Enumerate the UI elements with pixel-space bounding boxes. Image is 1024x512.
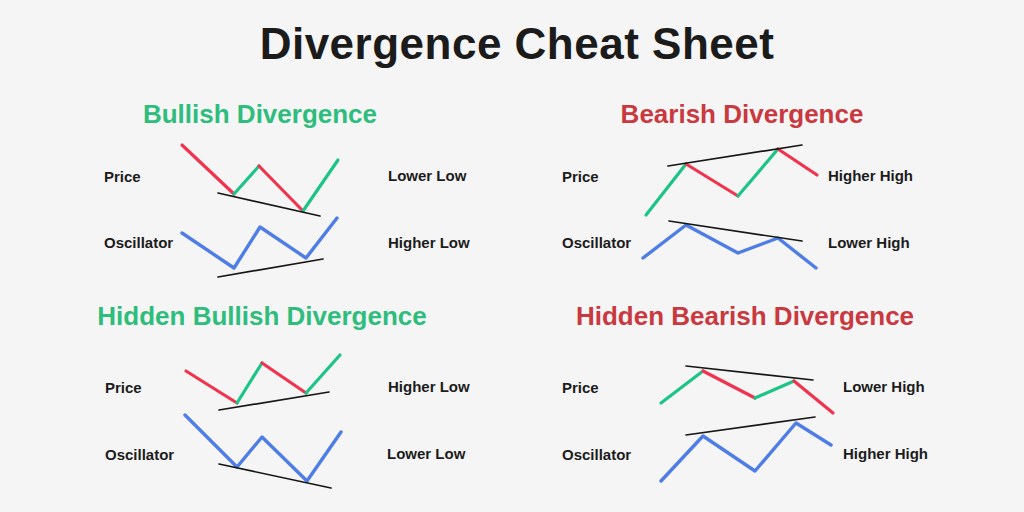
price-annotation-lower-low: Lower Low: [388, 167, 466, 185]
bullish-divergence-price-trendline: [218, 193, 320, 216]
oscillator-annotation-lower-high: Lower High: [828, 234, 910, 252]
hidden-bearish-divergence-price-segment-1: [703, 371, 755, 398]
price-label: Price: [562, 379, 599, 397]
hidden-bullish-divergence-price-segment-2: [262, 363, 306, 393]
oscillator-label: Oscillator: [562, 446, 631, 464]
price-annotation-higher-high: Higher High: [828, 167, 913, 185]
bullish-divergence-price-segment-3: [303, 160, 338, 211]
charts-canvas: [0, 0, 1024, 512]
quadrant-title-hidden-bullish-divergence: Hidden Bullish Divergence: [97, 301, 426, 331]
oscillator-annotation-higher-low: Higher Low: [388, 234, 470, 252]
divergence-cheat-sheet: Divergence Cheat Sheet Bullish Divergenc…: [0, 0, 1024, 512]
oscillator-label: Oscillator: [562, 234, 631, 252]
hidden-bearish-divergence-price-segment-0: [661, 371, 703, 403]
bearish-divergence-price-segment-0: [646, 164, 686, 215]
bullish-divergence-price-segment-0: [182, 145, 234, 194]
hidden-bearish-divergence-price-segment-2: [755, 381, 794, 398]
hidden-bullish-divergence-price-segment-0: [186, 371, 237, 403]
quadrant-title-bullish-divergence: Bullish Divergence: [143, 99, 377, 129]
hidden-bullish-divergence-price-segment-3: [306, 355, 340, 393]
bearish-divergence-price-segment-3: [778, 149, 817, 175]
bearish-divergence-price-segment-1: [686, 164, 738, 196]
quadrant-title-hidden-bearish-divergence: Hidden Bearish Divergence: [576, 301, 914, 331]
bearish-divergence-oscillator-trendline: [669, 221, 802, 241]
bearish-divergence-price-trendline: [668, 145, 802, 166]
hidden-bullish-divergence-price-segment-1: [237, 363, 262, 403]
price-label: Price: [562, 168, 599, 186]
hidden-bearish-divergence-oscillator-line: [661, 423, 831, 481]
hidden-bullish-divergence-oscillator-trendline: [219, 464, 331, 488]
oscillator-label: Oscillator: [105, 446, 174, 464]
bearish-divergence-price-segment-2: [738, 149, 778, 196]
hidden-bearish-divergence-price-segment-3: [794, 381, 833, 413]
quadrant-title-bearish-divergence: Bearish Divergence: [621, 99, 864, 129]
bullish-divergence-price-segment-1: [234, 166, 259, 194]
oscillator-annotation-higher-high: Higher High: [843, 445, 928, 463]
bearish-divergence-oscillator-line: [643, 225, 816, 268]
oscillator-label: Oscillator: [104, 234, 173, 252]
price-label: Price: [105, 379, 142, 397]
price-label: Price: [104, 168, 141, 186]
price-annotation-higher-low: Higher Low: [388, 378, 470, 396]
oscillator-annotation-lower-low: Lower Low: [387, 445, 465, 463]
hidden-bullish-divergence-oscillator-line: [185, 415, 341, 481]
price-annotation-lower-high: Lower High: [843, 378, 925, 396]
